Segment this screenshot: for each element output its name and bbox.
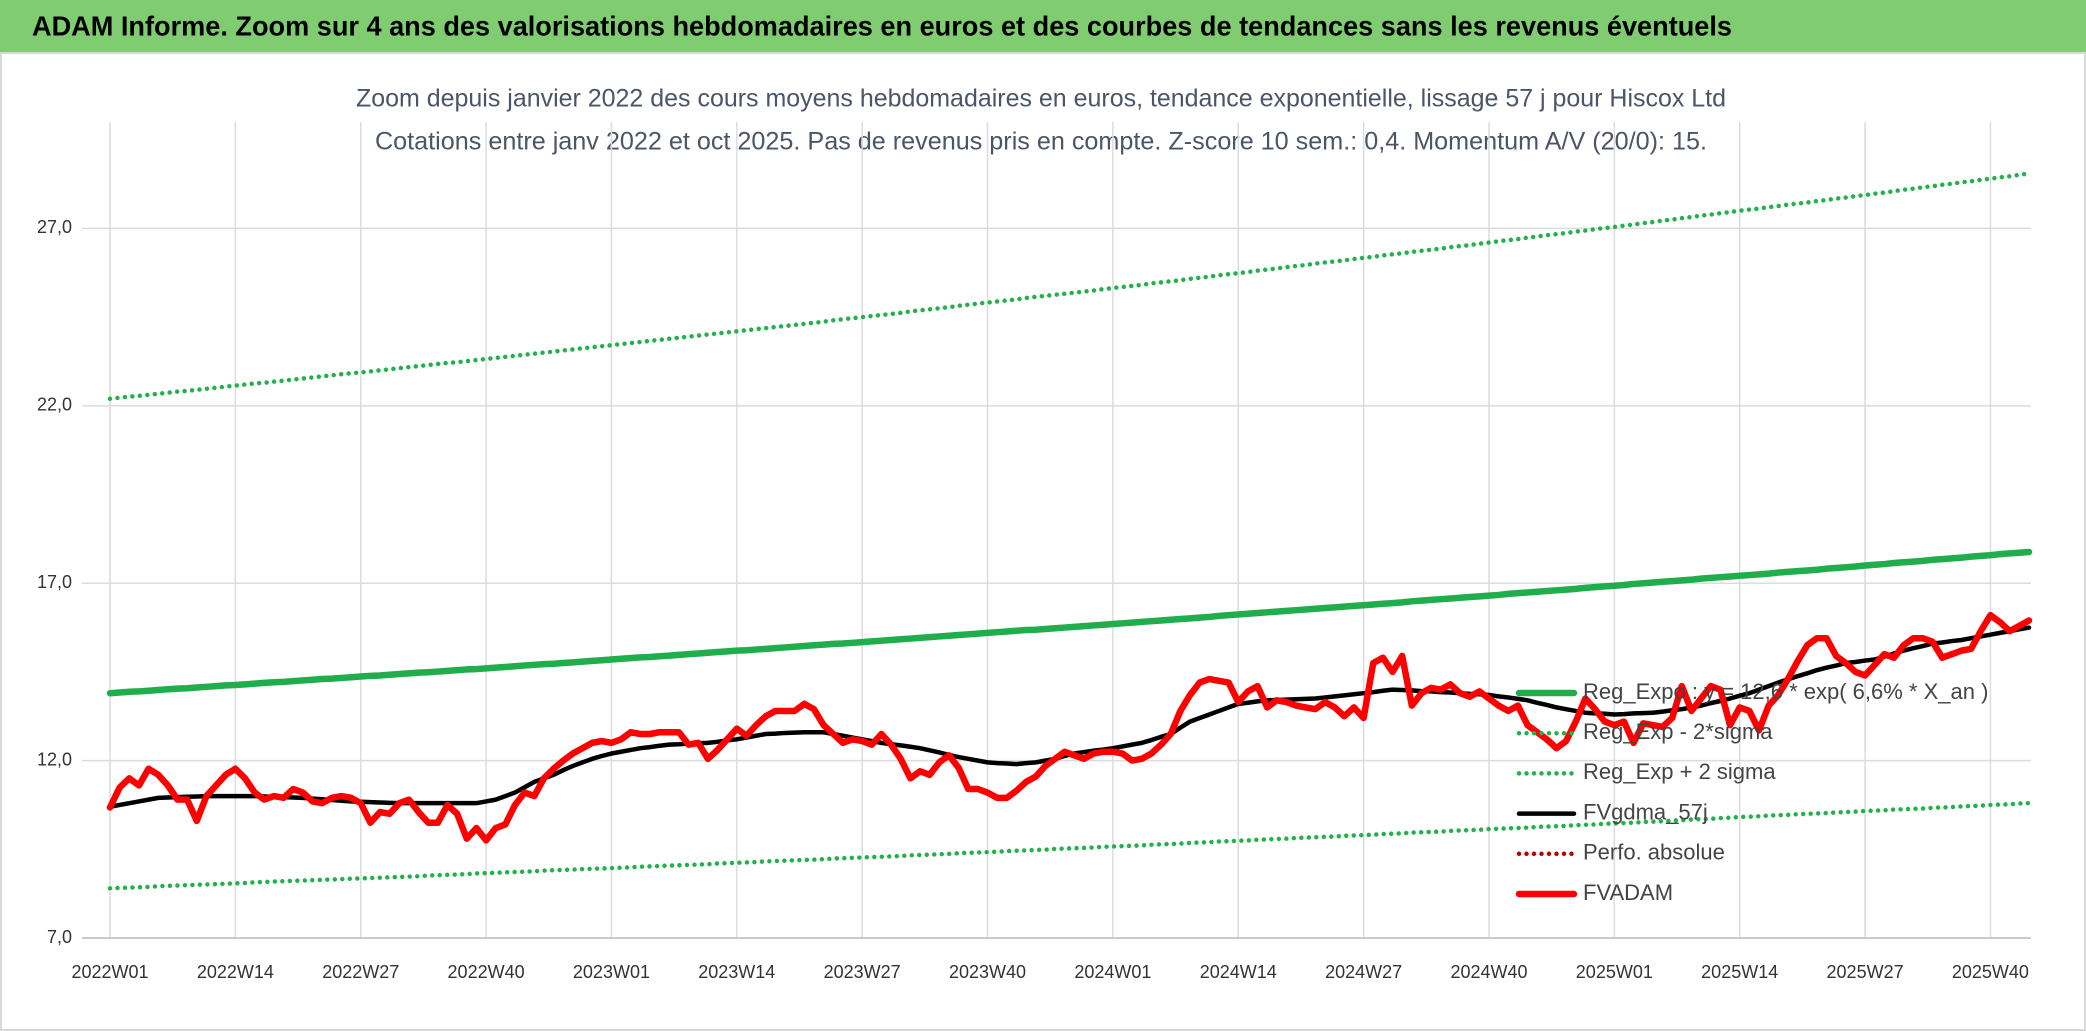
x-tick-label: 2023W27 [824, 962, 901, 982]
x-tick-label: 2022W27 [322, 962, 399, 982]
frame [0, 52, 2086, 1031]
y-tick-label: 22,0 [37, 395, 72, 415]
series-line [107, 800, 2032, 891]
legend-label: FVgdma_57j [1583, 799, 1708, 824]
x-tick-label: 2025W40 [1952, 962, 2029, 982]
y-tick-label: 7,0 [47, 927, 72, 947]
y-tick-label: 12,0 [37, 749, 72, 769]
chart-subtitle: Cotations entre janv 2022 et oct 2025. P… [375, 128, 1707, 156]
legend-label: FVADAM [1583, 880, 1673, 905]
x-tick-label: 2025W14 [1701, 962, 1778, 982]
series-line [106, 548, 2033, 697]
legend-label: Reg_Expo : y = 12,6 * exp( 6,6% * X_an ) [1583, 679, 1988, 704]
header-bar [0, 0, 2086, 53]
header-title: ADAM Informe. Zoom sur 4 ans des valoris… [32, 10, 1732, 41]
legend-label: Reg_Exp + 2 sigma [1583, 759, 1776, 784]
x-tick-label: 2023W14 [698, 962, 775, 982]
legend-label: Perfo. absolue [1583, 840, 1725, 865]
y-tick-label: 17,0 [37, 572, 72, 592]
x-tick-label: 2023W40 [949, 962, 1026, 982]
x-tick-label: 2024W27 [1325, 962, 1402, 982]
x-tick-label: 2022W40 [448, 962, 525, 982]
x-tick-label: 2025W27 [1827, 962, 1904, 982]
x-tick-label: 2022W14 [197, 962, 274, 982]
x-tick-label: 2025W01 [1576, 962, 1653, 982]
x-tick-label: 2022W01 [71, 962, 148, 982]
x-tick-label: 2023W01 [573, 962, 650, 982]
x-tick-label: 2024W14 [1200, 962, 1277, 982]
y-tick-label: 27,0 [37, 217, 72, 237]
series-line [107, 171, 2032, 401]
x-tick-label: 2024W40 [1450, 962, 1527, 982]
series-line [106, 611, 2033, 844]
x-tick-label: 2024W01 [1074, 962, 1151, 982]
legend-label: Reg_Exp - 2*sigma [1583, 719, 1773, 744]
chart-title: Zoom depuis janvier 2022 des cours moyen… [356, 85, 1726, 113]
